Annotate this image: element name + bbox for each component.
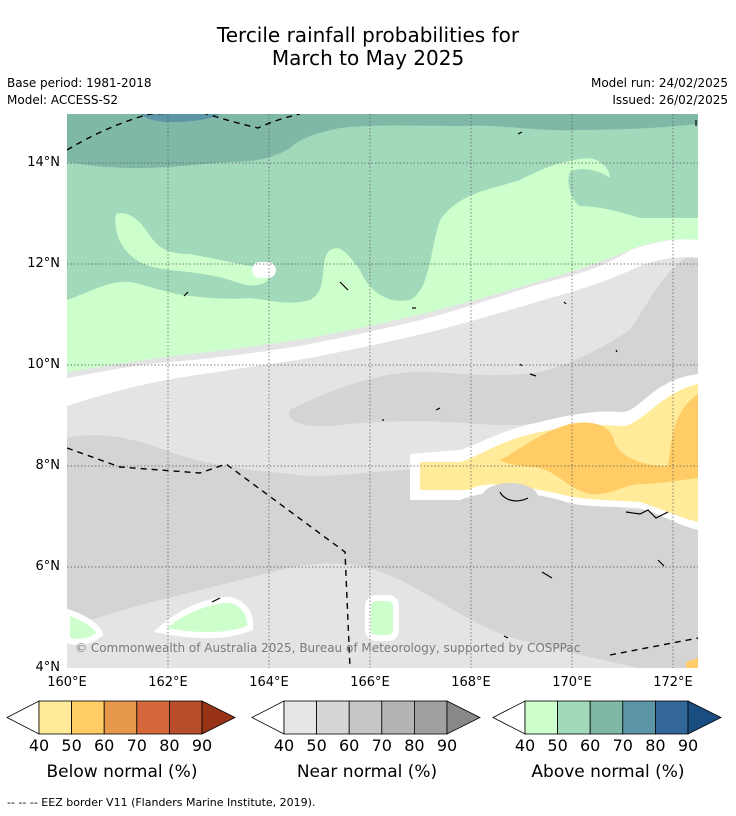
base-period-text: Base period: 1981-2018	[7, 76, 152, 90]
colorbar-tick-label: 60	[580, 736, 601, 755]
white-island-patch	[252, 262, 276, 278]
colorbar-over-triangle	[687, 700, 722, 735]
colorbar-tick-label: 40	[514, 736, 536, 755]
colorbar-tick-label: 50	[61, 736, 82, 755]
colorbar-tick-label: 50	[547, 736, 568, 755]
colorbar-cell	[283, 700, 317, 735]
colorbar-tick-label: 70	[612, 736, 633, 755]
lon-label-160e: 160°E	[47, 675, 87, 690]
lat-label-12n: 12°N	[27, 256, 60, 271]
lat-label-6n: 6°N	[35, 559, 61, 574]
above-normal-70-80-region	[140, 114, 220, 122]
colorbar-tick-label: 60	[94, 736, 115, 755]
colorbar-cell	[348, 700, 383, 735]
below-normal-legend-title: Below normal (%)	[46, 762, 198, 782]
colorbar-tick-label: 90	[677, 736, 699, 755]
colorbar-over-triangle	[201, 700, 236, 735]
lon-label-168e: 168°E	[451, 675, 491, 690]
below-normal-colorbar	[6, 700, 236, 735]
colorbar-cell	[654, 700, 689, 735]
colorbar-tick-label: 90	[191, 736, 213, 755]
colorbar-cell	[168, 700, 203, 735]
islands	[183, 120, 697, 639]
lat-label-10n: 10°N	[27, 357, 60, 372]
near-normal-legend-title: Near normal (%)	[296, 762, 438, 782]
colorbar-tick-label: 50	[306, 736, 327, 755]
colorbar-tick-label: 80	[645, 736, 666, 755]
above-normal-inner-patch	[115, 213, 268, 286]
colorbar-tick-label: 80	[159, 736, 180, 755]
above-normal-colorbar	[492, 700, 722, 735]
model-run-text: Model run: 24/02/2025	[590, 76, 728, 90]
lon-label-170e: 170°E	[552, 675, 592, 690]
below-normal-50-60-region	[500, 394, 698, 495]
above-normal-legend-title: Above normal (%)	[531, 762, 685, 782]
colorbar-cell	[557, 700, 591, 735]
chart-title-line-1: Tercile rainfall probabilities for	[216, 23, 520, 47]
white-boundary-band	[67, 239, 698, 406]
colorbar-tick-label: 40	[28, 736, 50, 755]
colorbar-tick-label: 40	[273, 736, 295, 755]
colorbar-cell	[103, 700, 138, 735]
colorbar-tick-label: 80	[404, 736, 425, 755]
lon-label-164e: 164°E	[249, 675, 289, 690]
lat-label-8n: 8°N	[35, 458, 61, 473]
colorbar-tick-label: 90	[436, 736, 458, 755]
colorbar-over-triangle	[446, 700, 481, 735]
colorbar-under-triangle	[492, 700, 526, 735]
near-normal-patch	[482, 483, 538, 511]
eez-borders	[67, 114, 698, 668]
above-normal-southwest-patch	[67, 608, 104, 645]
colorbar-under-triangle	[6, 700, 40, 735]
eez-footnote: -- -- -- EEZ border V11 (Flanders Marine…	[7, 796, 316, 809]
colorbar-tick-label: 70	[126, 736, 147, 755]
lon-label-166e: 166°E	[350, 675, 390, 690]
near-normal-colorbar	[251, 700, 481, 735]
graticule	[67, 114, 698, 668]
colorbar-cell	[71, 700, 105, 735]
colorbar-cell	[413, 700, 448, 735]
colorbar-cell	[524, 700, 558, 735]
copyright-notice: © Commonwealth of Australia 2025, Bureau…	[75, 641, 581, 655]
near-normal-upper-band-region	[289, 252, 698, 427]
colorbar-under-triangle	[251, 700, 285, 735]
below-normal-southeast-patch	[686, 658, 698, 668]
map-plot-area	[67, 114, 698, 668]
colorbar-cell	[38, 700, 72, 735]
chart-title-line-2: March to May 2025	[271, 46, 465, 70]
colorbar-cell	[316, 700, 350, 735]
model-text: Model: ACCESS-S2	[7, 93, 119, 107]
lon-label-162e: 162°E	[148, 675, 188, 690]
colorbar-cell	[622, 700, 656, 735]
lat-label-14n: 14°N	[27, 155, 60, 170]
colorbar-cell	[589, 700, 624, 735]
colorbar-tick-label: 70	[371, 736, 392, 755]
colorbar-cell	[381, 700, 415, 735]
lat-label-4n: 4°N	[35, 660, 61, 675]
near-normal-band-region	[67, 435, 698, 668]
above-normal-south-patch-b	[365, 595, 399, 641]
colorbar-cell	[136, 700, 170, 735]
lon-label-172e: 172°E	[653, 675, 693, 690]
above-normal-south-patch-a	[153, 596, 254, 639]
above-normal-60-70-region	[67, 114, 698, 168]
issued-text: Issued: 26/02/2025	[612, 93, 728, 107]
colorbar-tick-label: 60	[339, 736, 360, 755]
